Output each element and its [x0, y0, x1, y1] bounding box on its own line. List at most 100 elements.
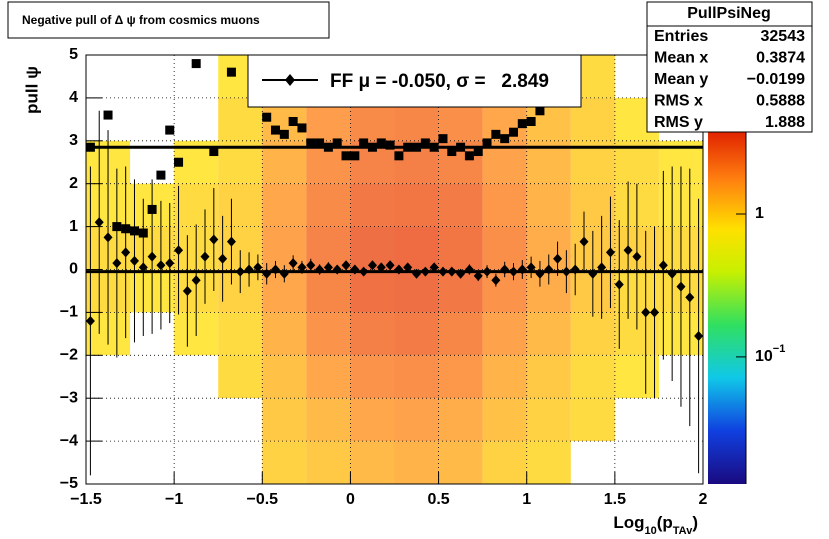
point	[403, 142, 413, 152]
heat-cell	[394, 226, 439, 270]
point	[385, 140, 395, 150]
point	[526, 116, 536, 126]
point	[129, 226, 139, 236]
point	[262, 268, 272, 279]
point	[226, 236, 236, 247]
heat-cell	[614, 355, 659, 399]
color-bar	[708, 130, 746, 484]
heat-cell	[394, 183, 439, 227]
heat-cell	[306, 269, 351, 313]
point	[473, 270, 483, 281]
point	[429, 142, 439, 152]
point	[279, 129, 289, 139]
heat-cell	[218, 183, 263, 227]
heat-cell	[482, 355, 527, 399]
point	[359, 138, 369, 148]
point	[561, 266, 571, 277]
point	[112, 258, 122, 269]
stats-rows: Entries 32543 Mean x 0.3874 Mean y −0.0199 RMS…	[654, 28, 805, 131]
point	[553, 253, 563, 264]
point	[191, 59, 201, 69]
heat-cell	[570, 183, 615, 227]
point	[385, 260, 395, 271]
point	[614, 279, 624, 290]
x-tick-label: 0	[346, 491, 355, 508]
x-label-subscript: 10	[644, 525, 656, 537]
point	[209, 234, 219, 245]
point	[412, 142, 422, 152]
point	[138, 228, 148, 238]
x-label-part: )	[692, 513, 698, 532]
x-axis-label: Log10(pTAv)	[613, 513, 698, 536]
stats-label: Entries	[654, 28, 708, 45]
heat-cell	[350, 441, 395, 484]
point	[147, 204, 157, 214]
point	[209, 147, 219, 157]
heat-cell	[262, 226, 307, 270]
heat-cell	[526, 398, 571, 442]
heat-cell	[438, 398, 483, 442]
heat-cell	[350, 312, 395, 356]
x-tick-label: −1	[165, 491, 183, 508]
point	[535, 268, 545, 279]
point	[121, 247, 131, 258]
point	[332, 138, 342, 148]
point	[235, 266, 245, 277]
heat-cell	[438, 355, 483, 399]
point	[482, 266, 492, 277]
point	[438, 134, 448, 144]
heat-cell	[174, 183, 219, 227]
x-tick-label: 1	[522, 491, 531, 508]
point	[129, 255, 139, 266]
x-tick-label: 1.5	[604, 491, 626, 508]
point	[667, 268, 677, 279]
point	[350, 151, 360, 161]
point	[262, 112, 272, 122]
point	[694, 330, 703, 341]
stats-label: RMS y	[654, 114, 703, 131]
legend-text: FF μ = -0.050, σ = 2.849	[330, 71, 549, 92]
point	[174, 245, 184, 256]
legend-marker	[285, 74, 295, 86]
point	[623, 245, 633, 256]
heat-cell	[306, 183, 351, 227]
point	[632, 251, 642, 262]
point	[86, 142, 95, 152]
point	[394, 151, 404, 161]
point	[165, 125, 175, 135]
point	[535, 106, 545, 116]
heat-cell	[482, 441, 527, 484]
point	[376, 138, 386, 148]
z-tick-exponent: −1	[773, 343, 786, 355]
heat-cell	[438, 226, 483, 270]
y-tick-label: 1	[69, 218, 78, 235]
point	[86, 315, 95, 326]
point	[191, 275, 201, 286]
point	[306, 138, 316, 148]
x-label-subscript: TAv	[673, 525, 693, 537]
x-label-part: (p	[657, 513, 673, 532]
point	[367, 260, 377, 271]
stats-title: PullPsiNeg	[687, 5, 771, 22]
stats-label: RMS x	[654, 93, 703, 110]
stats-label: Mean y	[654, 71, 708, 88]
title-box	[7, 1, 330, 39]
point	[570, 264, 580, 275]
heat-cell	[218, 312, 263, 356]
heat-cell	[394, 398, 439, 442]
point	[508, 127, 518, 137]
heat-cell	[306, 355, 351, 399]
y-tick-label: −3	[60, 389, 78, 406]
heat-cell	[482, 312, 527, 356]
point	[641, 307, 651, 318]
point	[420, 266, 430, 277]
stats-box	[646, 1, 813, 133]
point	[491, 129, 501, 139]
heat-cell	[350, 269, 395, 313]
point	[438, 266, 448, 277]
color-axis-ticks: 1 10−1	[736, 205, 785, 365]
x-tick-label: 0.5	[427, 491, 449, 508]
point	[508, 266, 518, 277]
y-tick-label: 2	[69, 175, 78, 192]
